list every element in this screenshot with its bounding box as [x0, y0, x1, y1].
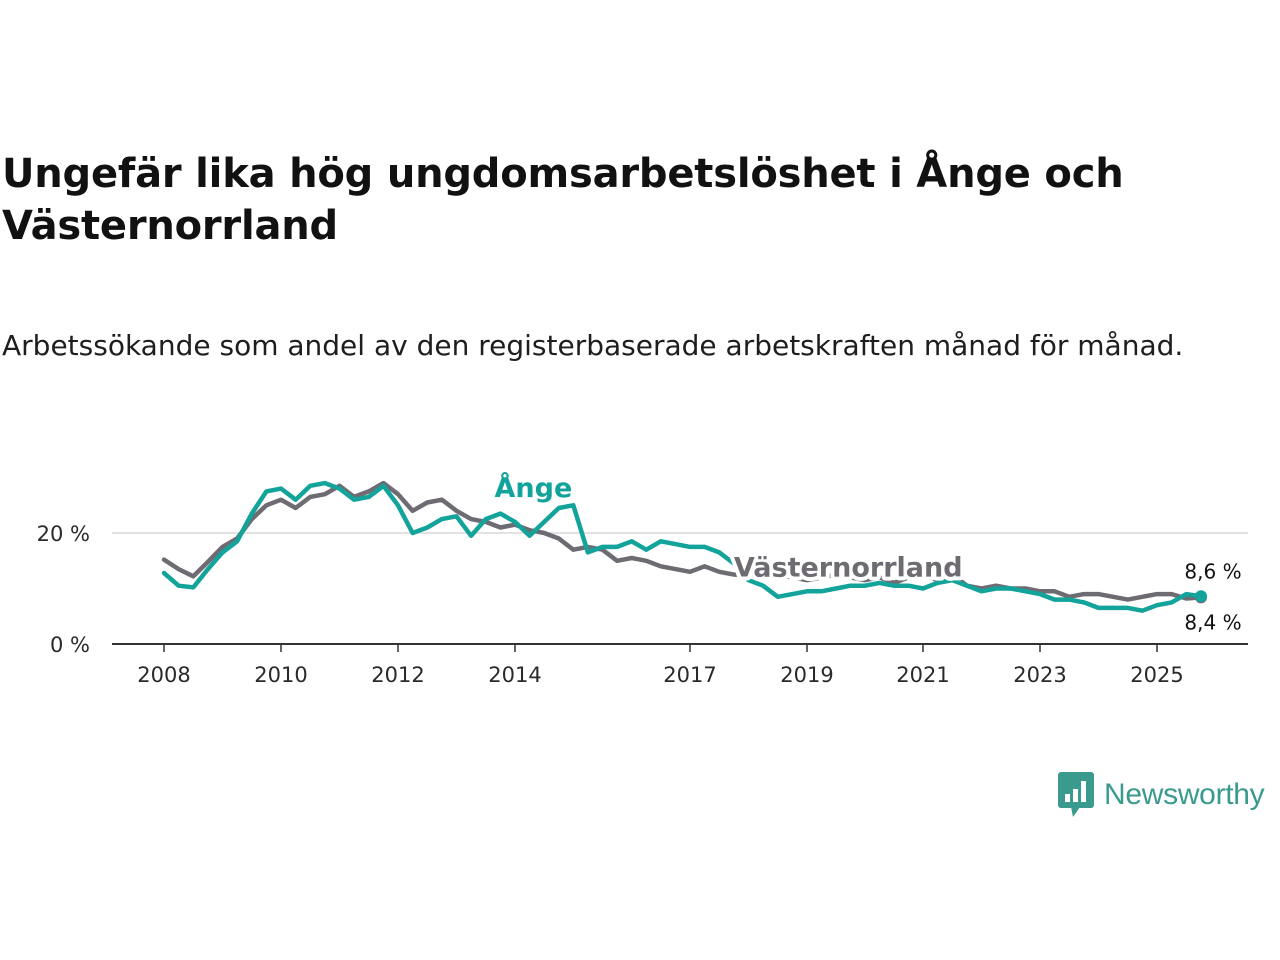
- end-label-halo-vasternorrland: 8,4 %: [1184, 610, 1241, 634]
- end-label-vasternorrland: 8,4 %: [1184, 610, 1241, 634]
- end-label-halo-ange: 8,6 %: [1184, 559, 1241, 583]
- x-tick-label: 2021: [896, 663, 949, 687]
- x-tick-label: 2025: [1130, 663, 1183, 687]
- series: [161, 480, 1207, 613]
- y-tick-label: 0 %: [50, 633, 90, 657]
- x-tick-label: 2014: [488, 663, 541, 687]
- line-chart: 0 % 20 % 2008 2010 2012 2014 2017 2019 2021 2023 2…: [37, 468, 1248, 687]
- x-tick-label: 2010: [254, 663, 307, 687]
- series-line-ange: [161, 480, 1204, 613]
- chart-subtitle: Arbetssökande som andel av den registerb…: [2, 329, 1184, 362]
- y-tick-label: 20 %: [37, 522, 90, 546]
- series-label-vasternorrland: Västernorrland: [734, 552, 963, 583]
- axes: 0 % 20 % 2008 2010 2012 2014 2017 2019 2021 2023 2…: [37, 522, 1248, 687]
- newsworthy-logo[interactable]: Newsworthy: [1058, 772, 1265, 818]
- end-label-ange: 8,6 %: [1184, 559, 1241, 583]
- x-tick-label: 2019: [780, 663, 833, 687]
- series-endpoint-ange: [1195, 590, 1207, 603]
- x-tick-label: 2012: [371, 663, 424, 687]
- series-label-ange: Ånge: [495, 472, 573, 504]
- x-tick-label: 2017: [663, 663, 716, 687]
- newsworthy-logo-icon: [1058, 772, 1094, 817]
- x-tick-label: 2023: [1013, 663, 1066, 687]
- labels: VästernorrlandVästernorrlandÅngeÅnge8,4 …: [491, 468, 1245, 637]
- chart-title: Ungefär lika hög ungdomsarbetslöshet i Å…: [2, 151, 1124, 249]
- series-line-vasternorrland: [161, 480, 1204, 602]
- newsworthy-logo-text: Newsworthy: [1104, 778, 1265, 811]
- x-tick-label: 2008: [137, 663, 190, 687]
- series-label-halo-ange: Ånge: [495, 472, 573, 504]
- series-label-halo-vasternorrland: Västernorrland: [734, 552, 963, 583]
